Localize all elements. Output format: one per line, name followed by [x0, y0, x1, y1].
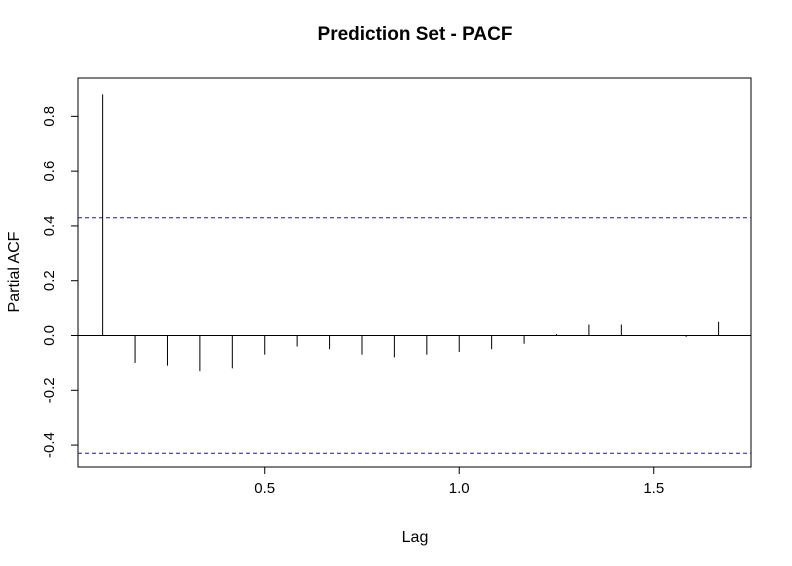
y-tick-label: 0.6	[41, 161, 58, 182]
plot-frame	[77, 77, 752, 468]
x-axis-label: Lag	[402, 529, 429, 546]
y-tick-label: 0.0	[41, 325, 58, 346]
y-tick-label: 0.8	[41, 106, 58, 127]
y-tick-label: 0.2	[41, 270, 58, 291]
x-tick-label: 1.0	[449, 480, 470, 497]
y-tick-label: -0.2	[41, 377, 58, 403]
y-axis: -0.4 -0.2 0.0 0.2 0.4 0.6 0.8	[41, 106, 78, 458]
x-axis: 0.5 1.0 1.5	[254, 467, 664, 497]
chart-title: Prediction Set - PACF	[318, 24, 513, 45]
x-tick-label: 0.5	[254, 480, 275, 497]
y-axis-label: Partial ACF	[6, 231, 23, 312]
y-tick-label: -0.4	[41, 432, 58, 458]
x-tick-label: 1.5	[643, 480, 664, 497]
y-tick-label: 0.4	[41, 215, 58, 236]
pacf-bars	[78, 94, 751, 454]
